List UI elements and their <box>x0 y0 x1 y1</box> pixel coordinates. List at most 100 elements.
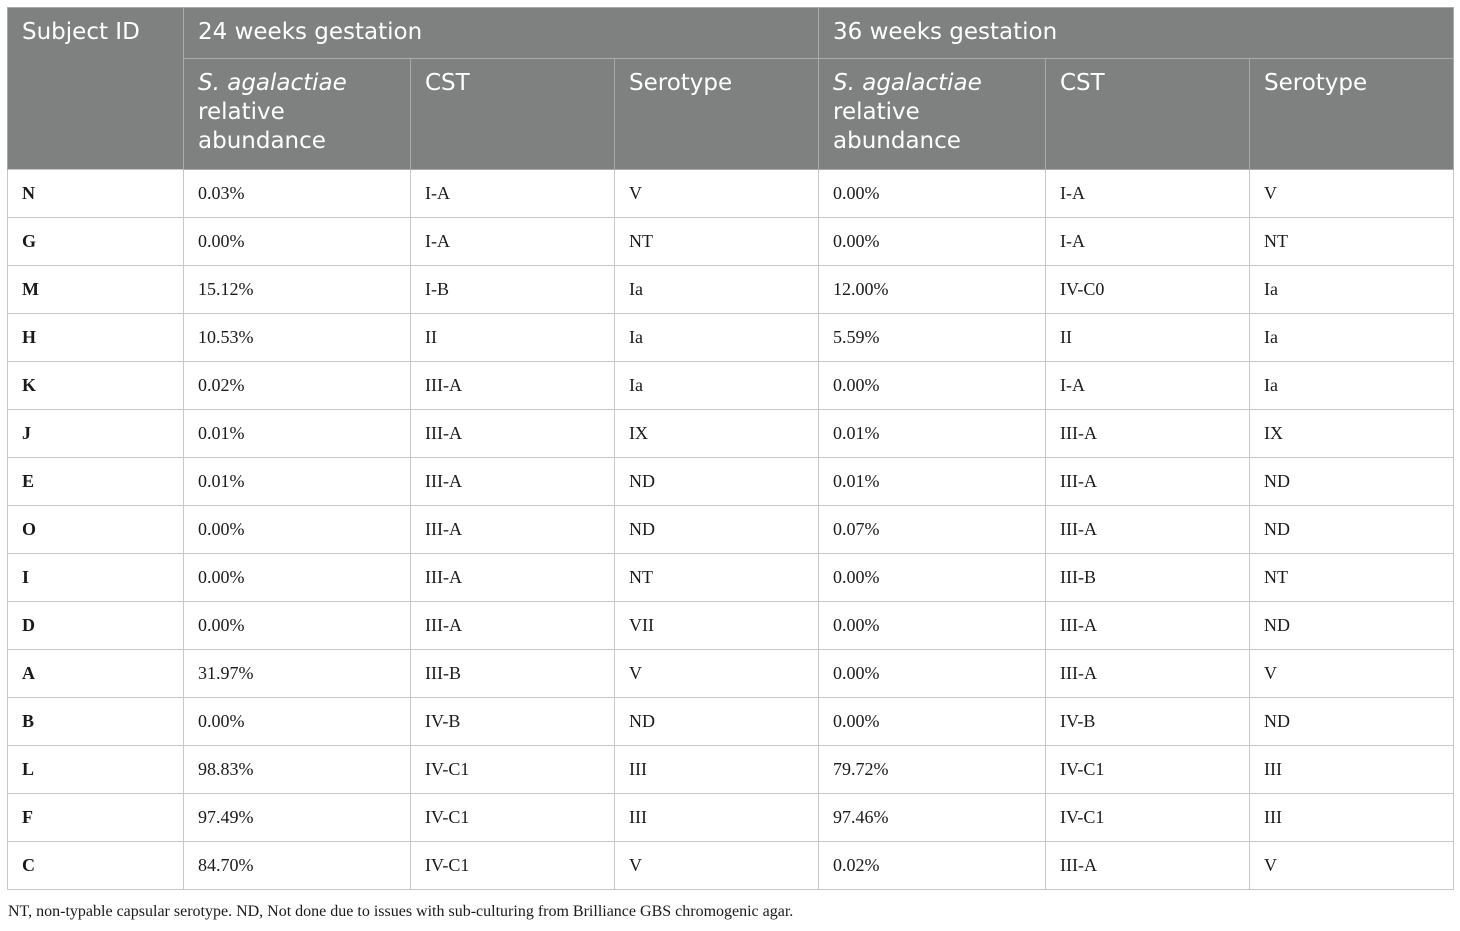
cell-cst-36: I-A <box>1045 169 1250 218</box>
cell-serotype-36: ND <box>1249 505 1454 554</box>
cell-abundance-24: 0.03% <box>183 169 411 218</box>
header-serotype-24: Serotype <box>614 58 819 170</box>
cell-serotype-36: V <box>1249 841 1454 890</box>
species-name: S. agalactiae <box>833 70 982 96</box>
cell-cst-36: IV-C1 <box>1045 793 1250 842</box>
cell-cst-36: III-A <box>1045 457 1250 506</box>
cell-serotype-24: ND <box>614 457 819 506</box>
cell-cst-24: II <box>410 313 615 362</box>
table-row: H 10.53% II Ia 5.59% II Ia <box>7 313 1454 362</box>
cell-cst-36: III-A <box>1045 601 1250 650</box>
cell-subject-id: A <box>7 649 184 698</box>
cell-subject-id: G <box>7 217 184 266</box>
cell-abundance-36: 0.00% <box>818 697 1046 746</box>
cell-abundance-36: 0.02% <box>818 841 1046 890</box>
cell-cst-36: III-A <box>1045 409 1250 458</box>
cell-cst-24: IV-C1 <box>410 841 615 890</box>
cell-cst-36: I-A <box>1045 217 1250 266</box>
cell-cst-24: IV-C1 <box>410 745 615 794</box>
table-row: D 0.00% III-A VII 0.00% III-A ND <box>7 601 1454 650</box>
cell-abundance-24: 0.00% <box>183 601 411 650</box>
cell-abundance-36: 12.00% <box>818 265 1046 314</box>
cell-abundance-36: 0.00% <box>818 601 1046 650</box>
cell-abundance-24: 0.02% <box>183 361 411 410</box>
cell-serotype-36: III <box>1249 793 1454 842</box>
cell-abundance-24: 0.00% <box>183 505 411 554</box>
table-header: Subject ID 24 weeks gestation 36 weeks g… <box>7 7 1454 170</box>
cell-serotype-36: III <box>1249 745 1454 794</box>
cell-cst-24: IV-B <box>410 697 615 746</box>
cell-serotype-24: III <box>614 793 819 842</box>
cell-abundance-24: 31.97% <box>183 649 411 698</box>
cell-abundance-36: 0.01% <box>818 409 1046 458</box>
cell-serotype-24: IX <box>614 409 819 458</box>
cell-subject-id: C <box>7 841 184 890</box>
cell-serotype-36: V <box>1249 169 1454 218</box>
cell-subject-id: N <box>7 169 184 218</box>
header-36-weeks: 36 weeks gestation <box>818 7 1454 59</box>
cell-cst-24: III-A <box>410 553 615 602</box>
cell-abundance-36: 5.59% <box>818 313 1046 362</box>
cell-subject-id: H <box>7 313 184 362</box>
cell-cst-24: III-B <box>410 649 615 698</box>
cell-abundance-24: 0.01% <box>183 457 411 506</box>
table-row: E 0.01% III-A ND 0.01% III-A ND <box>7 457 1454 506</box>
cell-cst-36: III-A <box>1045 649 1250 698</box>
cell-serotype-24: V <box>614 649 819 698</box>
cell-serotype-36: ND <box>1249 697 1454 746</box>
table-row: K 0.02% III-A Ia 0.00% I-A Ia <box>7 361 1454 410</box>
cell-cst-36: II <box>1045 313 1250 362</box>
cell-subject-id: J <box>7 409 184 458</box>
cell-subject-id: B <box>7 697 184 746</box>
table-row: F 97.49% IV-C1 III 97.46% IV-C1 III <box>7 793 1454 842</box>
cell-serotype-24: Ia <box>614 361 819 410</box>
cell-cst-24: I-B <box>410 265 615 314</box>
cell-cst-36: III-A <box>1045 841 1250 890</box>
header-abundance-36: S. agalactiae relative abundance <box>818 58 1046 170</box>
header-subject-id: Subject ID <box>7 7 184 170</box>
cell-abundance-36: 97.46% <box>818 793 1046 842</box>
cell-subject-id: L <box>7 745 184 794</box>
cell-serotype-36: Ia <box>1249 361 1454 410</box>
cell-serotype-24: V <box>614 841 819 890</box>
table-row: M 15.12% I-B Ia 12.00% IV-C0 Ia <box>7 265 1454 314</box>
cell-serotype-36: IX <box>1249 409 1454 458</box>
cell-cst-24: I-A <box>410 169 615 218</box>
cell-abundance-36: 0.00% <box>818 553 1046 602</box>
table-row: J 0.01% III-A IX 0.01% III-A IX <box>7 409 1454 458</box>
cell-abundance-24: 84.70% <box>183 841 411 890</box>
table-row: L 98.83% IV-C1 III 79.72% IV-C1 III <box>7 745 1454 794</box>
cell-cst-36: IV-C1 <box>1045 745 1250 794</box>
cell-cst-24: III-A <box>410 361 615 410</box>
cell-serotype-24: NT <box>614 217 819 266</box>
cell-serotype-24: III <box>614 745 819 794</box>
header-cst-24: CST <box>410 58 615 170</box>
cell-cst-36: IV-B <box>1045 697 1250 746</box>
cell-subject-id: K <box>7 361 184 410</box>
cell-serotype-24: Ia <box>614 265 819 314</box>
cell-subject-id: I <box>7 553 184 602</box>
cell-abundance-24: 10.53% <box>183 313 411 362</box>
header-24-weeks: 24 weeks gestation <box>183 7 819 59</box>
abundance-label: relative abundance <box>833 99 961 154</box>
cell-serotype-36: NT <box>1249 553 1454 602</box>
cell-abundance-36: 0.00% <box>818 361 1046 410</box>
cell-serotype-24: ND <box>614 697 819 746</box>
cell-serotype-24: VII <box>614 601 819 650</box>
cell-cst-36: I-A <box>1045 361 1250 410</box>
cell-abundance-24: 97.49% <box>183 793 411 842</box>
table-body: N 0.03% I-A V 0.00% I-A V G 0.00% I-A NT 0.00% I-A NT… <box>7 169 1454 890</box>
cell-cst-36: IV-C0 <box>1045 265 1250 314</box>
cell-abundance-36: 0.01% <box>818 457 1046 506</box>
cell-cst-24: III-A <box>410 409 615 458</box>
table-row: I 0.00% III-A NT 0.00% III-B NT <box>7 553 1454 602</box>
table-row: A 31.97% III-B V 0.00% III-A V <box>7 649 1454 698</box>
table-row: N 0.03% I-A V 0.00% I-A V <box>7 169 1454 218</box>
cell-abundance-36: 0.00% <box>818 649 1046 698</box>
header-cst-36: CST <box>1045 58 1250 170</box>
cell-abundance-24: 15.12% <box>183 265 411 314</box>
cell-abundance-36: 0.00% <box>818 169 1046 218</box>
cell-serotype-24: Ia <box>614 313 819 362</box>
table-footnote: NT, non-typable capsular serotype. ND, N… <box>8 903 794 920</box>
table-row: B 0.00% IV-B ND 0.00% IV-B ND <box>7 697 1454 746</box>
